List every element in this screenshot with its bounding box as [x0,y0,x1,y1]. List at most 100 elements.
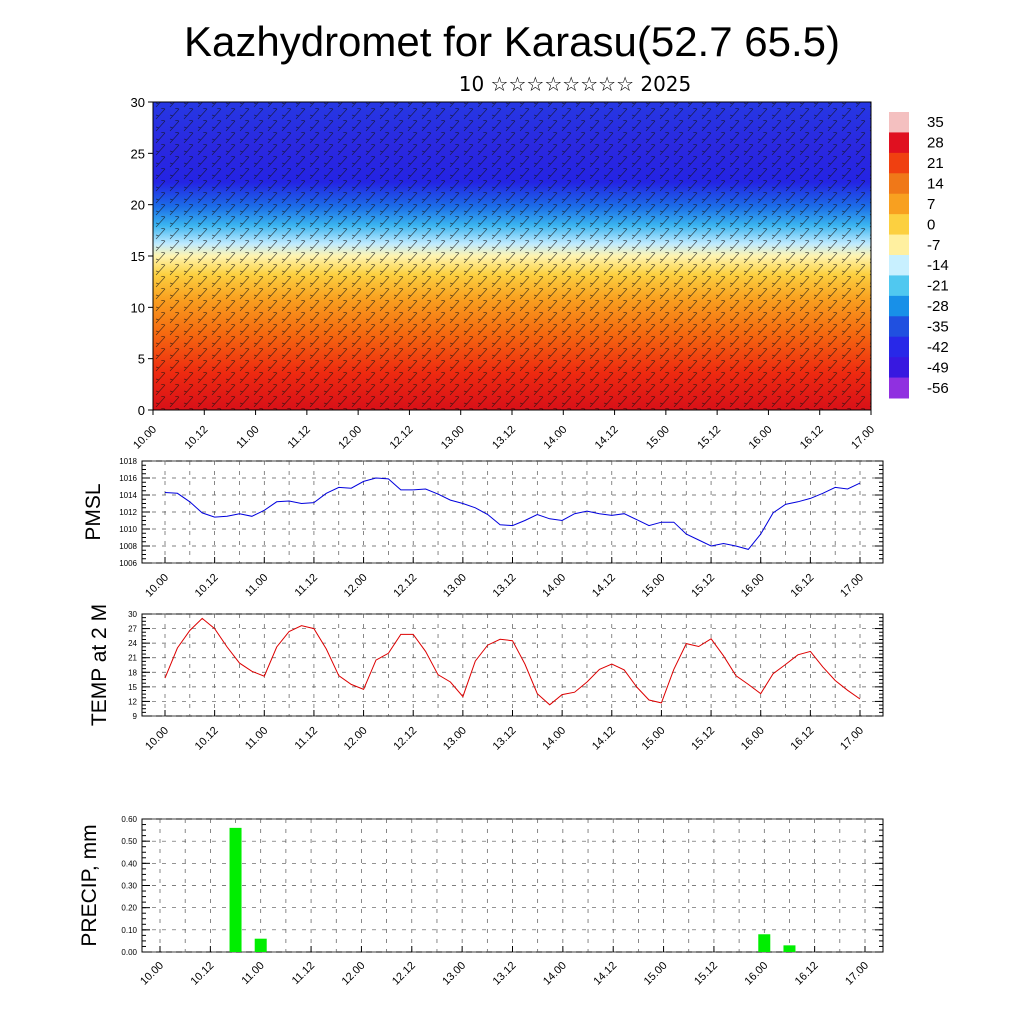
chart-subtitle: 10 ☆☆☆☆☆☆☆☆ 2025 [458,72,692,96]
colorbar-swatch [889,336,909,358]
ytick-label: 1016 [119,474,137,483]
ytick-label: 0.10 [121,926,137,935]
ytick-label: 0.50 [121,837,137,846]
xtick-label: 10.00 [138,960,166,988]
ytick-label: 21 [128,654,137,663]
ytick-label: 1012 [119,508,137,517]
colorbar: 35 28 21 14 7 0 -7 -14 -21 -28 -35 -42 -49 -56 [889,112,949,399]
heatmap-ytick-label: 10 [131,300,145,315]
xtick-label: 12.12 [391,725,419,753]
xtick-label: 11.12 [293,572,320,599]
heatmap-ytick-label: 30 [131,95,145,110]
ytick-label: 0.20 [121,904,137,913]
xtick-label: 16.00 [739,725,767,753]
xtick-label: 14.00 [541,960,569,988]
heatmap-xtick-label: 16.00 [747,424,775,452]
colorbar-swatch [889,152,909,174]
heatmap-ytick-label: 0 [138,403,145,418]
precip-bar [783,945,796,952]
heatmap-ytick-label: 25 [131,146,145,161]
xtick-label: 14.00 [540,725,568,753]
colorbar-swatch [889,295,909,317]
heatmap-xtick-label: 13.12 [490,424,518,452]
colorbar-label: 35 [927,114,944,131]
colorbar-swatch [889,377,909,399]
colorbar-label: 0 [927,216,935,233]
xtick-label: 15.12 [692,960,720,988]
colorbar-swatch [889,357,909,379]
heatmap-xtick-label: 11.12 [286,424,313,451]
colorbar-swatch [889,275,909,297]
heatmap-xtick-label: 11.00 [234,424,261,451]
heatmap-xtick-label: 14.12 [593,424,621,452]
precip-bar [758,934,771,952]
colorbar-swatch [889,193,909,215]
colorbar-label: 14 [927,175,944,192]
heatmap-xtick-label: 10.12 [182,424,210,452]
colorbar-swatch [889,255,909,276]
heatmap-ytick-label: 20 [131,198,145,213]
xtick-label: 13.00 [441,725,469,753]
ytick-label: 0.30 [121,882,137,891]
ytick-label: 15 [128,683,137,692]
wind-barbs-overlay [153,102,871,410]
xtick-label: 12.12 [391,572,419,600]
ytick-label: 9 [133,712,138,721]
colorbar-label: -28 [927,298,949,315]
ytick-label: 12 [128,697,137,706]
xtick-label: 16.00 [742,960,770,988]
heatmap-ytick-label: 15 [131,249,145,264]
xtick-label: 10.12 [189,960,217,988]
xtick-label: 16.12 [793,960,821,988]
precip-panel: 0.00 0.10 0.20 0.30 0.40 0.50 0.60 10.00 10.12 11… [78,815,884,988]
xtick-label: 14.12 [590,572,618,600]
temperature-cross-section [152,101,872,411]
series-line [164,617,861,706]
xtick-label: 11.00 [239,960,266,987]
colorbar-swatch [889,234,909,256]
ytick-label: 30 [128,610,137,619]
xtick-label: 11.00 [243,572,270,599]
xtick-label: 15.00 [642,960,670,988]
xtick-label: 11.00 [243,725,270,752]
colorbar-label: -14 [927,257,949,274]
ytick-label: 1014 [119,491,137,500]
heatmap-ytick-label: 5 [138,352,145,367]
colorbar-label: -7 [927,237,940,254]
xtick-label: 12.00 [342,572,370,600]
colorbar-swatch [889,173,909,195]
heatmap-xtick-label: 12.12 [388,424,416,452]
heatmap-xtick-label: 17.00 [849,424,877,452]
xtick-label: 11.12 [290,960,317,987]
xtick-label: 12.12 [390,960,418,988]
heatmap-xtick-label: 13.00 [439,424,467,452]
chart-title: Kazhydromet for Karasu(52.7 65.5) [183,18,840,65]
colorbar-label: -21 [927,278,949,295]
ytick-label: 24 [128,639,137,648]
y-axis-label: PMSL [82,483,105,540]
ytick-label: 1008 [119,542,137,551]
temperature-panel: 9 12 15 18 21 24 27 30 10.00 10.12 11.00 11.12 12.00… [88,604,884,753]
colorbar-swatch [889,316,909,338]
xtick-label: 10.12 [193,725,221,753]
xtick-label: 12.00 [340,960,368,988]
xtick-label: 16.12 [789,725,817,753]
xtick-label: 14.12 [591,960,619,988]
xtick-label: 15.00 [640,572,668,600]
xtick-label: 16.00 [739,572,767,600]
xtick-label: 13.12 [491,960,519,988]
xtick-label: 13.12 [491,572,519,600]
xtick-label: 11.12 [293,725,320,752]
xtick-label: 16.12 [789,572,817,600]
colorbar-label: -56 [927,380,949,397]
colorbar-swatch [889,214,909,236]
xtick-label: 17.00 [838,572,866,600]
xtick-label: 17.00 [838,725,866,753]
xtick-label: 17.00 [843,960,871,988]
colorbar-label: -35 [927,319,949,336]
xtick-label: 13.12 [491,725,519,753]
precip-bar [254,938,267,952]
heatmap-xtick-label: 12.00 [336,424,364,452]
colorbar-label: 28 [927,134,944,151]
heatmap-xtick-label: 14.00 [541,424,569,452]
